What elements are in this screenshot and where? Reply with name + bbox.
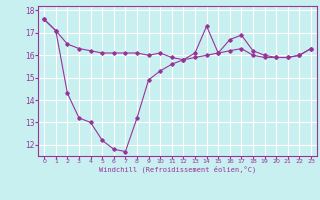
X-axis label: Windchill (Refroidissement éolien,°C): Windchill (Refroidissement éolien,°C): [99, 166, 256, 173]
